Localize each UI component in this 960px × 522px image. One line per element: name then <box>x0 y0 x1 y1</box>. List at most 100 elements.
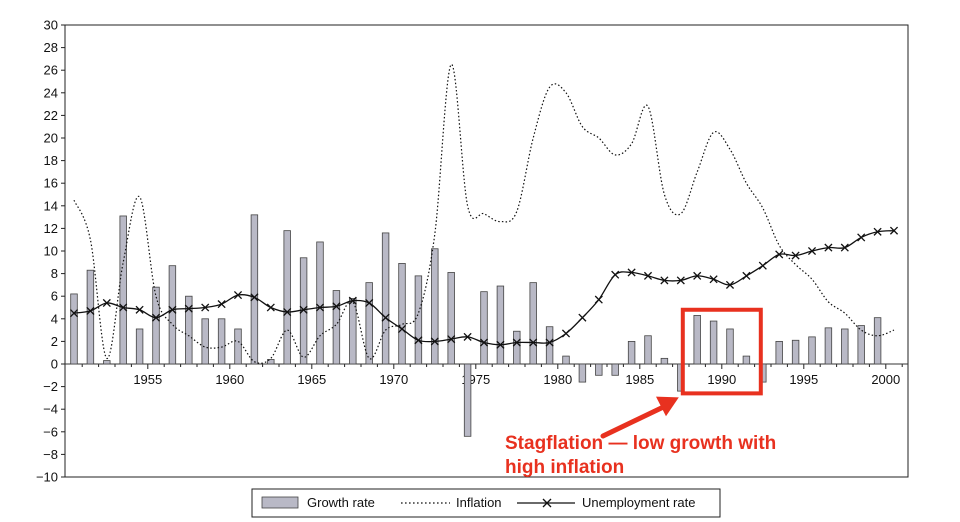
bar-growth-1997 <box>824 327 833 365</box>
y-tick-label: −2 <box>43 379 58 394</box>
y-tick-label: 4 <box>51 311 58 326</box>
bar-growth-1958 <box>185 295 193 365</box>
legend-unemployment-marker <box>542 498 552 508</box>
marker-unemployment-1962 <box>250 293 259 302</box>
y-tick-label: 14 <box>44 198 58 213</box>
y-tick-label: 0 <box>51 357 58 372</box>
bar-growth-1961 <box>234 328 242 365</box>
x-tick-label: 1960 <box>215 372 244 387</box>
bar-growth-1974 <box>447 272 455 365</box>
marker-unemployment-1976 <box>479 338 489 347</box>
y-tick-label: 30 <box>44 18 58 33</box>
x-tick-label: 2000 <box>871 372 900 387</box>
marker-unemployment-1982 <box>578 313 587 322</box>
marker-unemployment-1981 <box>561 329 571 338</box>
x-tick-label: 1970 <box>379 372 408 387</box>
bar-growth-1972 <box>414 275 423 365</box>
bar-growth-1981 <box>562 355 570 365</box>
y-tick-label: 10 <box>44 244 58 259</box>
marker-unemployment-1984 <box>611 270 620 279</box>
y-tick-label: 8 <box>51 266 58 281</box>
marker-unemployment-2000 <box>873 227 882 236</box>
marker-unemployment-1960 <box>217 300 226 309</box>
bar-growth-1962 <box>250 214 259 365</box>
marker-unemployment-1978 <box>512 338 521 347</box>
bar-growth-1959 <box>201 318 209 365</box>
marker-unemployment-1986 <box>643 271 653 280</box>
marker-unemployment-1952 <box>86 306 95 315</box>
bar-growth-1978 <box>513 330 521 365</box>
bar-growth-1952 <box>86 269 95 365</box>
marker-unemployment-1999 <box>857 233 866 242</box>
marker-unemployment-1953 <box>102 298 111 308</box>
bar-growth-1998 <box>841 328 849 365</box>
marker-unemployment-1980 <box>545 338 554 347</box>
marker-unemployment-1992 <box>742 271 751 280</box>
bar-growth-1953 <box>103 360 111 365</box>
y-tick-label: 28 <box>44 40 58 55</box>
legend-growth-swatch <box>261 496 299 509</box>
bar-growth-1995 <box>791 339 800 365</box>
y-tick-label: −8 <box>43 447 58 462</box>
marker-unemployment-1977 <box>496 340 505 349</box>
y-tick-label: 16 <box>44 176 58 191</box>
x-tick-label: 1980 <box>543 372 572 387</box>
bar-growth-1991 <box>726 328 734 365</box>
marker-unemployment-1998 <box>840 243 849 252</box>
marker-unemployment-1951 <box>69 309 79 318</box>
marker-unemployment-1996 <box>807 246 817 256</box>
y-tick-label: 18 <box>44 153 58 168</box>
x-tick-label: 1990 <box>707 372 736 387</box>
bar-growth-1976 <box>480 291 488 365</box>
marker-unemployment-1966 <box>315 303 325 312</box>
marker-unemployment-1967 <box>332 302 341 311</box>
bar-growth-1957 <box>168 265 177 365</box>
bar-growth-1985 <box>627 340 636 365</box>
marker-unemployment-1972 <box>414 336 423 345</box>
arrow-shaft <box>600 402 670 439</box>
y-tick-label: 22 <box>44 108 58 123</box>
bar-growth-1975 <box>463 363 472 437</box>
bar-growth-1964 <box>283 230 291 365</box>
legend: Growth rate Inflation Unemployment rate <box>251 488 721 518</box>
legend-unemployment-label: Unemployment rate <box>582 495 695 510</box>
marker-unemployment-1970 <box>381 313 390 322</box>
bar-growth-1969 <box>365 282 373 365</box>
x-tick-label: 1965 <box>297 372 326 387</box>
bar-growth-1977 <box>496 285 505 365</box>
y-tick-label: 12 <box>44 221 58 236</box>
bar-growth-1989 <box>693 315 701 365</box>
marker-unemployment-1988 <box>676 276 685 285</box>
legend-inflation-label: Inflation <box>456 495 502 510</box>
arrow-head <box>655 396 679 417</box>
bar-growth-1990 <box>709 320 718 365</box>
bar-growth-2000 <box>873 317 882 365</box>
y-tick-label: 6 <box>51 289 58 304</box>
bar-growth-1987 <box>660 357 669 365</box>
bar-growth-1982 <box>578 363 587 383</box>
bar-growth-1973 <box>431 248 439 365</box>
bar-growth-1955 <box>135 328 144 365</box>
bar-growth-1960 <box>217 318 226 365</box>
y-tick-label: 20 <box>44 131 58 146</box>
x-tick-label: 1955 <box>133 372 162 387</box>
bar-growth-1963 <box>267 359 275 365</box>
bar-growth-1979 <box>529 282 537 365</box>
marker-unemployment-1989 <box>693 271 702 280</box>
stagflation-highlight-box <box>680 307 763 396</box>
marker-unemployment-1971 <box>397 324 407 334</box>
marker-unemployment-1991 <box>725 280 735 289</box>
marker-unemployment-1974 <box>447 335 456 344</box>
bar-growth-1970 <box>381 232 390 365</box>
bar-growth-1971 <box>398 263 406 365</box>
bar-growth-1951 <box>70 293 78 365</box>
y-tick-label: −4 <box>43 402 58 417</box>
annotation-line-2: high inflation <box>505 457 624 478</box>
bar-growth-1966 <box>316 241 324 365</box>
bar-growth-1967 <box>332 290 341 365</box>
bar-growth-1956 <box>152 286 160 365</box>
marker-unemployment-1958 <box>184 304 193 313</box>
marker-unemployment-1964 <box>283 307 292 317</box>
marker-unemployment-1987 <box>660 276 669 285</box>
bar-growth-1983 <box>595 363 603 376</box>
